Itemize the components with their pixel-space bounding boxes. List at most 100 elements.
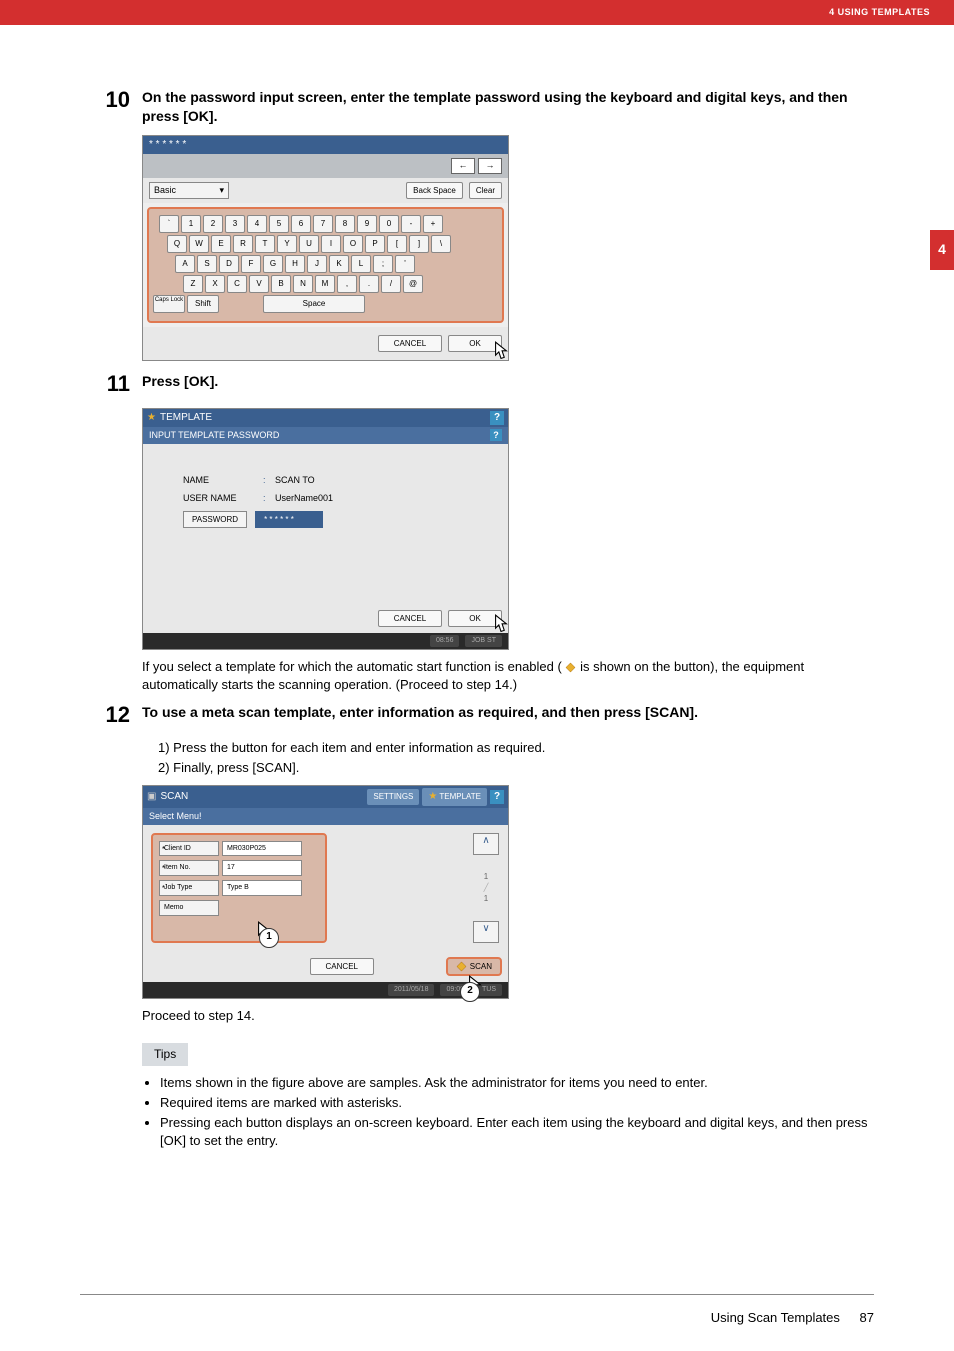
tp-sub-label: INPUT TEMPLATE PASSWORD [149,429,279,442]
backspace-button[interactable]: Back Space [406,182,463,199]
kb-key[interactable]: C [227,275,247,293]
page-total: 1 [484,893,489,904]
kb-key[interactable]: P [365,235,385,253]
tp-password-row: PASSWORD * * * * * * [183,511,468,528]
kb-key[interactable]: F [241,255,261,273]
dropdown-label: Basic [154,184,176,197]
kb-key[interactable]: Q [167,235,187,253]
page-footer: Using Scan Templates 87 [711,1309,874,1327]
kb-key[interactable]: V [249,275,269,293]
kb-key[interactable]: H [285,255,305,273]
substep-1: 1) Press the button for each item and en… [158,739,874,757]
kb-key[interactable]: 8 [335,215,355,233]
kb-key[interactable]: S [197,255,217,273]
kb-key[interactable]: W [189,235,209,253]
kb-key[interactable]: / [381,275,401,293]
sc-item-row: Item No. 17 [159,860,319,876]
autostart-diamond-icon [565,662,576,673]
kb-key[interactable]: , [337,275,357,293]
kb-key[interactable]: ] [409,235,429,253]
kb-row-q: Q W E R T Y U I O P [ ] \ [153,235,498,253]
kb-key[interactable]: ` [159,215,179,233]
scroll-down-button[interactable]: ∨ [473,921,499,943]
star-icon: ★ [428,790,437,804]
arrow-left-button[interactable]: ← [451,158,475,174]
clear-button[interactable]: Clear [469,182,502,199]
kb-key[interactable]: X [205,275,225,293]
kb-row-a: A S D F G H J K L ; ' [153,255,498,273]
kb-key[interactable]: T [255,235,275,253]
kb-key[interactable]: Y [277,235,297,253]
template-password-screenshot: ★ TEMPLATE ? INPUT TEMPLATE PASSWORD ? N… [142,408,509,650]
kb-key[interactable]: 1 [181,215,201,233]
kb-key[interactable]: 4 [247,215,267,233]
layout-dropdown[interactable]: Basic ▾ [149,182,229,199]
kb-key[interactable]: Z [183,275,203,293]
kb-key[interactable]: A [175,255,195,273]
kb-key[interactable]: E [211,235,231,253]
scan-label: SCAN [470,961,492,972]
kb-key[interactable]: B [271,275,291,293]
sc-item-row: Memo [159,900,319,916]
tips-list: Items shown in the figure above are samp… [142,1074,874,1151]
chevron-down-icon: ▾ [219,184,224,197]
kb-key[interactable]: 6 [291,215,311,233]
tp-header: ★ TEMPLATE ? [143,409,508,427]
kb-key[interactable]: D [219,255,239,273]
scroll-up-button[interactable]: ∧ [473,833,499,855]
kb-key[interactable]: \ [431,235,451,253]
kb-key[interactable]: . [359,275,379,293]
kb-key[interactable]: I [321,235,341,253]
kb-key[interactable]: K [329,255,349,273]
kb-key[interactable]: G [263,255,283,273]
settings-button[interactable]: SETTINGS [367,789,419,804]
footer-label: Using Scan Templates [711,1310,840,1325]
kb-key[interactable]: L [351,255,371,273]
kb-key[interactable]: + [423,215,443,233]
password-field[interactable]: * * * * * * [255,511,323,528]
clientid-value: MR030P025 [222,841,302,857]
kb-key[interactable]: ' [395,255,415,273]
clientid-button[interactable]: Client ID [159,841,219,857]
template-label: TEMPLATE [439,791,481,802]
kb-key[interactable]: 7 [313,215,333,233]
itemno-button[interactable]: Item No. [159,860,219,876]
password-button[interactable]: PASSWORD [183,511,247,528]
kb-key[interactable]: [ [387,235,407,253]
kb-key[interactable]: - [401,215,421,233]
arrow-right-button[interactable]: → [478,158,502,174]
cancel-button[interactable]: CANCEL [310,958,374,975]
kb-key[interactable]: O [343,235,363,253]
sc-header: ▣ SCAN SETTINGS ★ TEMPLATE ? [143,786,508,808]
pointer-cursor-icon [488,613,514,639]
cancel-button[interactable]: CANCEL [378,610,442,627]
kb-key[interactable]: 3 [225,215,245,233]
space-key[interactable]: Space [263,295,365,313]
kb-key[interactable]: N [293,275,313,293]
page-indicator: 1 ╱ 1 [484,871,489,905]
kb-key[interactable]: U [299,235,319,253]
kb-key[interactable]: M [315,275,335,293]
kb-key[interactable]: 9 [357,215,377,233]
shift-key[interactable]: Shift [187,295,219,313]
help-icon[interactable]: ? [490,790,504,804]
help-icon[interactable]: ? [490,429,502,441]
kb-key[interactable]: 0 [379,215,399,233]
cancel-button[interactable]: CANCEL [378,335,442,352]
kb-arrows-row: ← → [143,154,508,178]
kb-key[interactable]: @ [403,275,423,293]
sc-footer: CANCEL SCAN [143,951,508,982]
kb-key[interactable]: 5 [269,215,289,233]
proceed-text: Proceed to step 14. [142,1007,874,1025]
help-icon[interactable]: ? [490,411,504,425]
template-button[interactable]: ★ TEMPLATE [422,788,487,806]
memo-button[interactable]: Memo [159,900,219,916]
capslock-key[interactable]: Caps Lock [153,295,185,313]
kb-key[interactable]: J [307,255,327,273]
kb-key[interactable]: ; [373,255,393,273]
name-value: SCAN TO [275,474,315,487]
jobtype-button[interactable]: Job Type [159,880,219,896]
kb-key[interactable]: 2 [203,215,223,233]
kb-key[interactable]: R [233,235,253,253]
tips-item: Pressing each button displays an on-scre… [160,1114,874,1150]
